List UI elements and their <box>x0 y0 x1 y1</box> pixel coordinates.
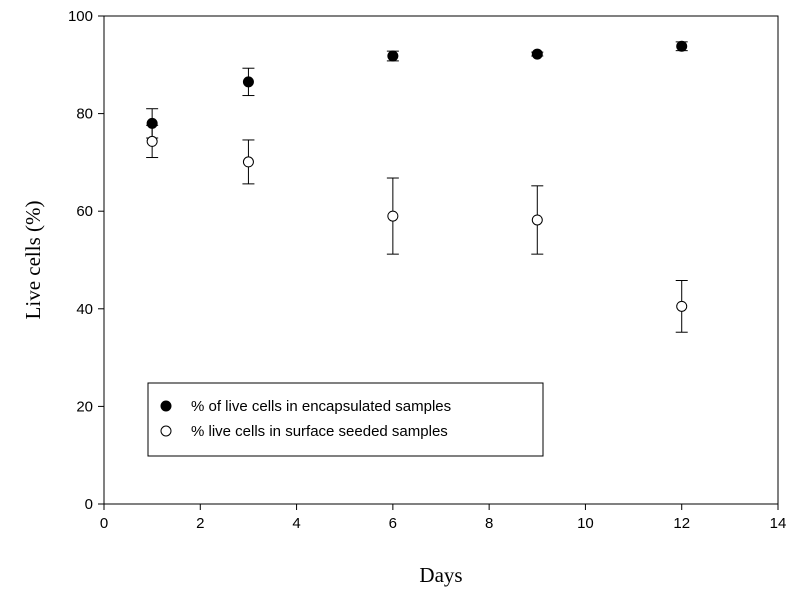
x-tick-label: 10 <box>577 515 594 532</box>
series-1 <box>146 40 688 139</box>
y-tick-label: 80 <box>76 106 93 123</box>
x-tick-label: 8 <box>485 515 493 532</box>
data-point <box>146 135 158 147</box>
series-2 <box>146 124 688 333</box>
y-tick-label: 0 <box>85 496 93 513</box>
x-tick-label: 14 <box>770 515 787 532</box>
x-axis-title: Days <box>419 563 462 587</box>
x-tick-label: 4 <box>292 515 300 532</box>
y-tick-label: 40 <box>76 301 93 318</box>
data-point <box>387 210 399 222</box>
data-point <box>242 76 254 88</box>
data-point <box>676 300 688 312</box>
legend-box <box>147 382 544 457</box>
y-tick-label: 60 <box>76 203 93 220</box>
x-tick-label: 6 <box>389 515 397 532</box>
legend-label: % live cells in surface seeded samples <box>191 423 448 440</box>
plot-area <box>146 40 688 333</box>
plot-frame <box>103 15 779 505</box>
data-point <box>676 40 688 52</box>
x-tick-label: 0 <box>100 515 108 532</box>
axis-ticks: 0 2 4 6 8 10 12 14 0 20 40 60 80 100 <box>68 8 786 532</box>
y-axis-title: Live cells (%) <box>21 201 45 320</box>
data-point <box>531 214 543 226</box>
data-point <box>242 156 254 168</box>
data-point <box>387 50 399 62</box>
legend-label: % of live cells in encapsulated samples <box>191 398 451 415</box>
y-tick-label: 100 <box>68 8 93 25</box>
y-tick-label: 20 <box>76 398 93 415</box>
legend-marker <box>160 400 172 412</box>
legend: % of live cells in encapsulated samples%… <box>147 382 544 457</box>
x-tick-label: 12 <box>673 515 690 532</box>
x-tick-label: 2 <box>196 515 204 532</box>
legend-marker <box>160 425 172 437</box>
data-point <box>531 48 543 60</box>
